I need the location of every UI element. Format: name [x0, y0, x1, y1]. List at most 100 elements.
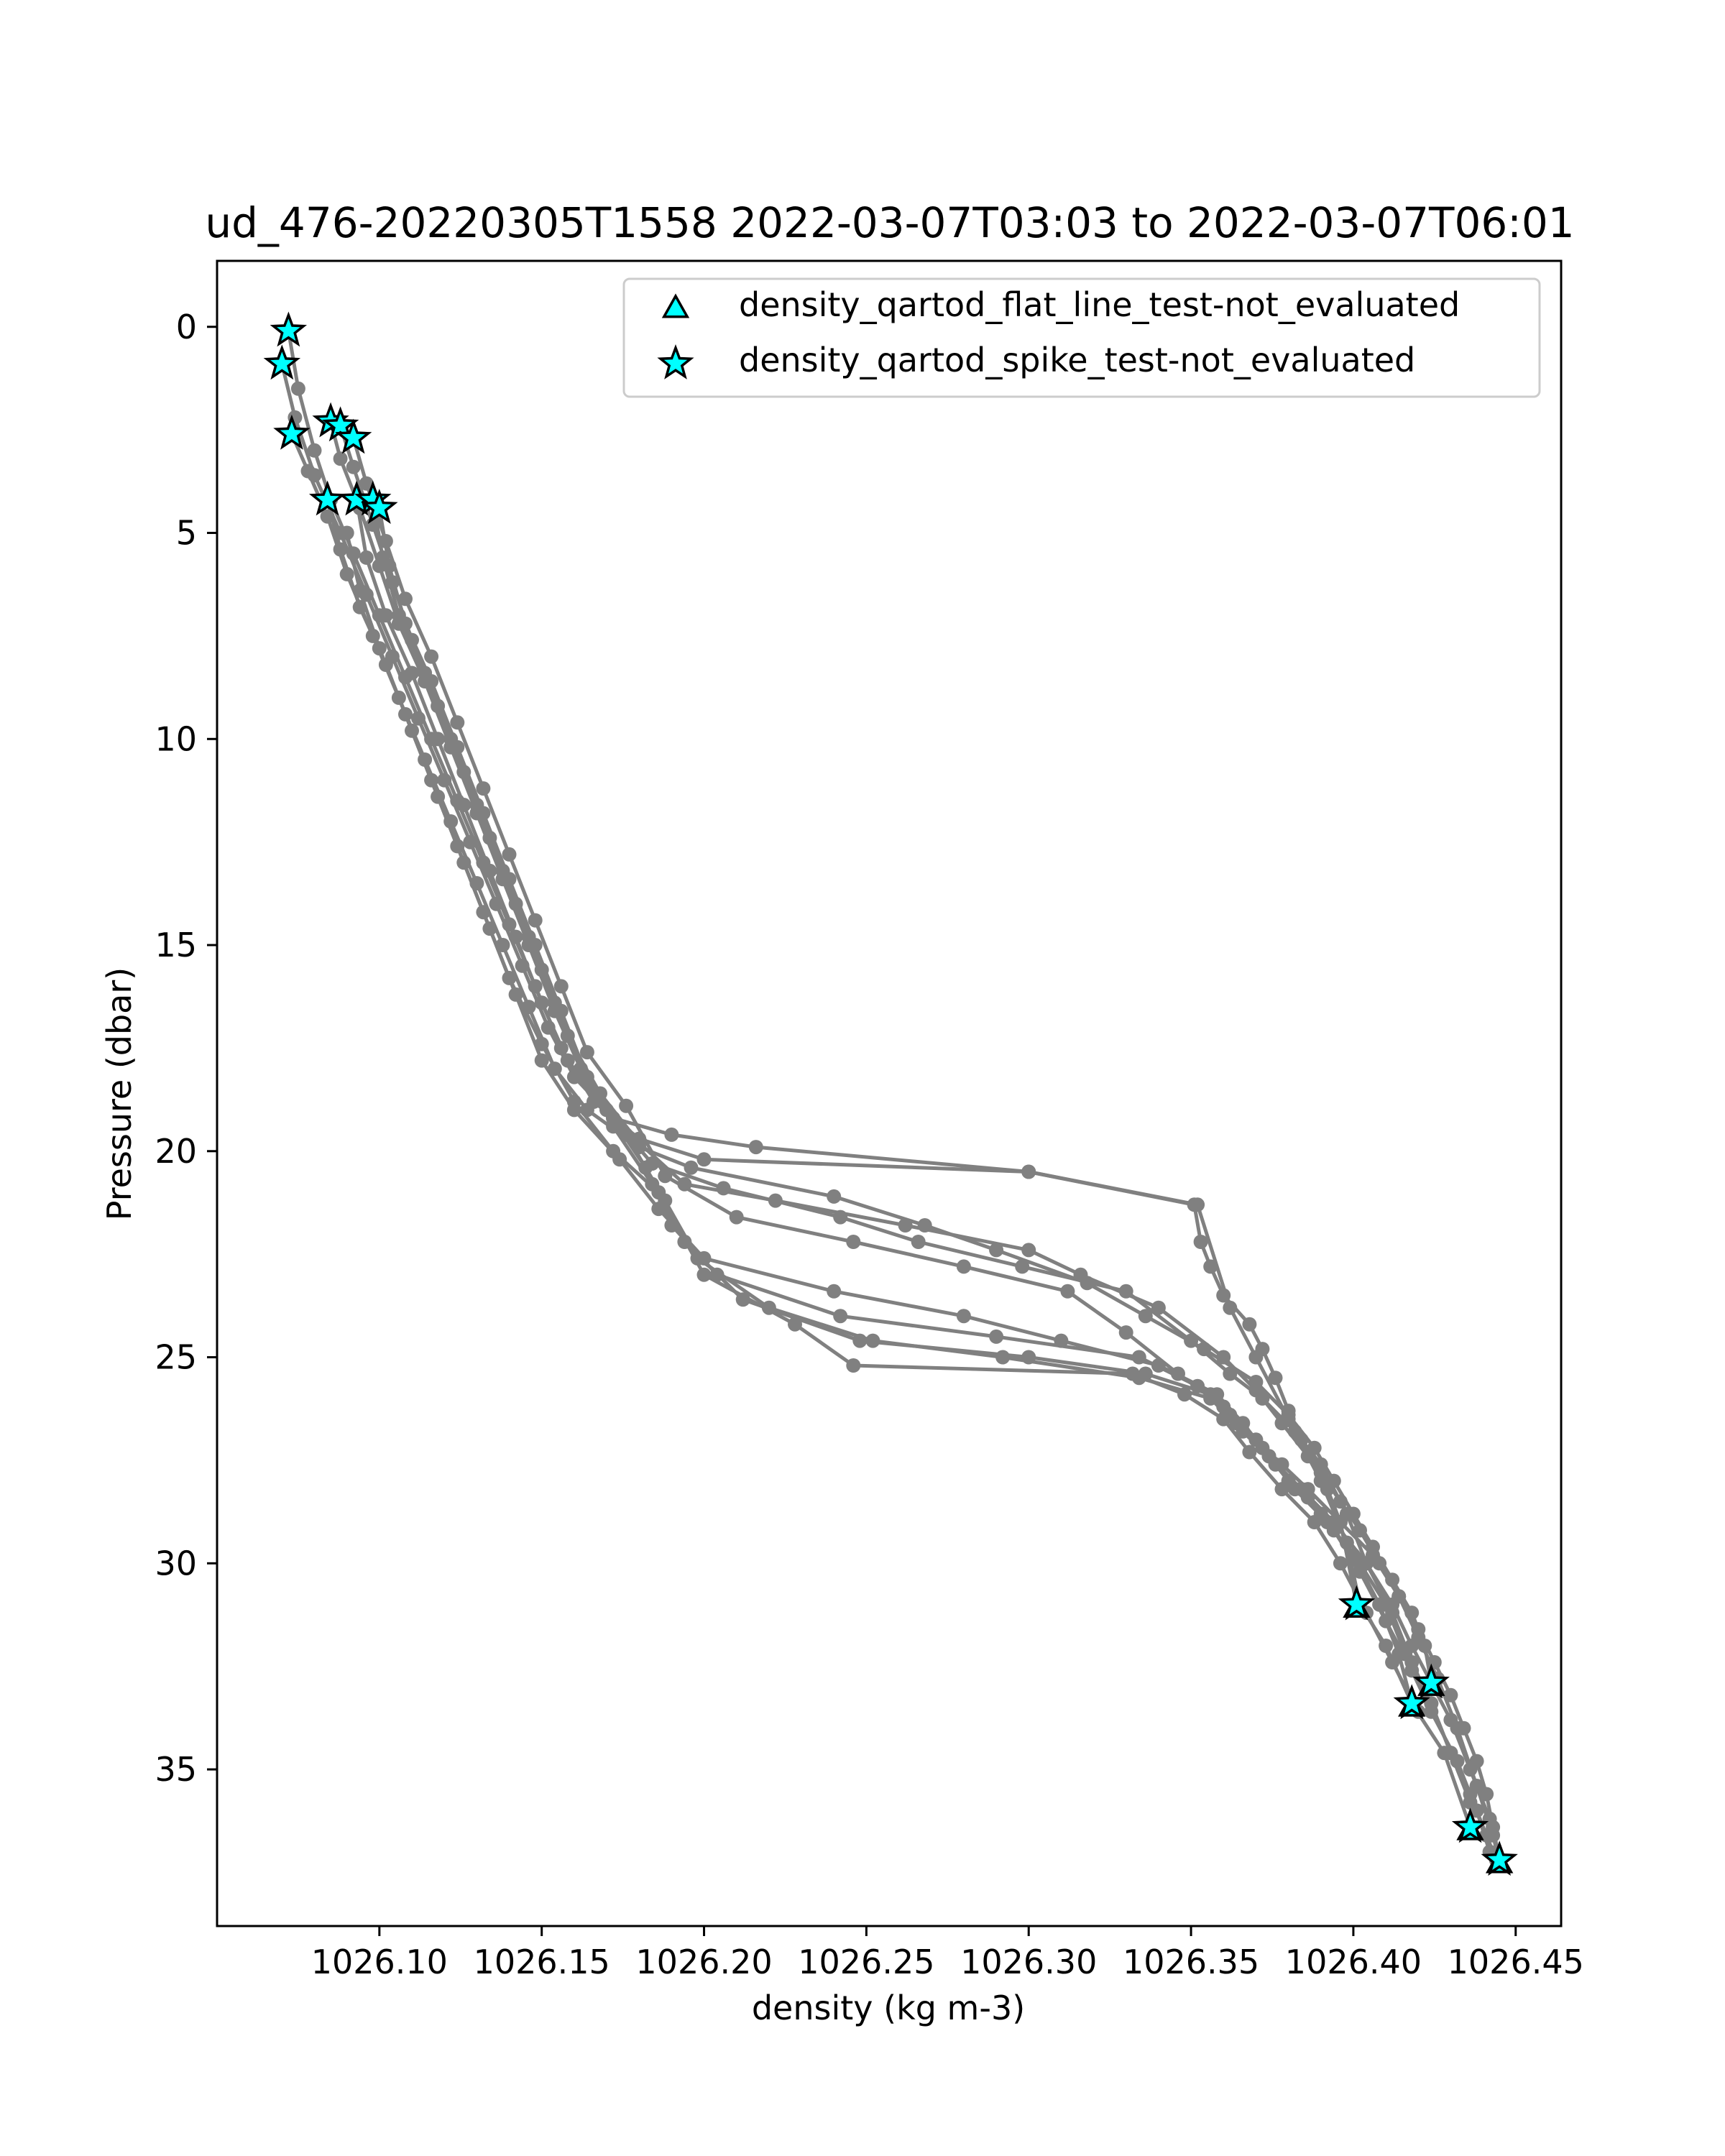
spike-flag-marker	[1451, 1807, 1489, 1843]
plot-frame	[216, 259, 1563, 1927]
profile-point	[956, 1259, 971, 1274]
profile-point	[619, 1127, 634, 1142]
y-tick-label: 25	[155, 1338, 197, 1377]
profile-point	[424, 674, 439, 688]
profile-point	[1151, 1300, 1166, 1315]
y-tick-label: 10	[155, 719, 197, 758]
profile-series-9	[365, 492, 1504, 1868]
profile-point	[508, 929, 523, 944]
y-tick-label: 35	[155, 1750, 197, 1789]
spike-flag-marker	[1412, 1663, 1450, 1699]
profile-point	[579, 1045, 594, 1060]
profile-point	[553, 1003, 569, 1018]
profile-line	[351, 437, 1495, 1836]
profile-point	[684, 1160, 699, 1175]
profile-series-6	[346, 430, 1501, 1843]
y-tick-label: 30	[155, 1544, 197, 1583]
spike-flag-marker	[361, 489, 398, 524]
profile-point	[606, 1143, 621, 1158]
profile-point	[1392, 1589, 1407, 1604]
profile-point	[290, 381, 305, 396]
profile-point	[534, 1053, 549, 1068]
profile-point	[1015, 1259, 1030, 1274]
y-tick-label: 0	[176, 308, 197, 346]
profile-point	[748, 1140, 763, 1155]
profile-point	[729, 1210, 744, 1225]
profile-series-5	[333, 418, 1364, 1612]
profile-point	[1177, 1387, 1192, 1402]
profile-line	[328, 421, 1501, 1865]
legend-label-flat-line: density_qartod_flat_line_test-not_evalua…	[739, 285, 1460, 324]
profile-point	[1131, 1350, 1146, 1365]
profile-point	[1404, 1663, 1420, 1678]
profile-point	[1379, 1613, 1394, 1628]
profile-point	[1248, 1350, 1264, 1365]
profile-point	[566, 1095, 581, 1109]
profile-point	[398, 616, 413, 631]
plot-area	[263, 311, 1518, 1876]
profile-point	[359, 476, 374, 491]
profile-series-4	[323, 414, 1507, 1871]
profile-point	[1138, 1309, 1153, 1324]
spike-flag-marker	[263, 344, 301, 380]
legend-triangle-marker	[661, 293, 690, 318]
profile-point	[450, 740, 465, 755]
profile-point	[995, 1350, 1011, 1365]
profile-series-10	[372, 501, 1497, 1859]
profile-point	[300, 464, 316, 479]
profile-point	[463, 834, 478, 849]
profile-point	[1326, 1523, 1341, 1538]
profile-point	[1242, 1317, 1257, 1332]
profile-point	[1320, 1482, 1335, 1497]
profile-point	[1118, 1325, 1133, 1340]
profile-point	[898, 1218, 913, 1233]
x-axis: 1026.10 1026.15 1026.20 1026.25 1026.30 1026.…	[311, 1926, 1584, 1981]
spike-flag-marker	[1481, 1841, 1518, 1876]
profile-point	[1379, 1597, 1394, 1612]
profile-point	[476, 905, 491, 920]
profile-point	[534, 1036, 549, 1051]
profile-point	[1190, 1197, 1205, 1212]
legend-label-spike: density_qartod_spike_test-not_evaluated	[739, 341, 1415, 379]
profile-point	[1424, 1704, 1439, 1719]
x-tick-label: 1026.45	[1448, 1943, 1584, 1981]
profile-point	[768, 1193, 783, 1208]
profile-point	[1274, 1416, 1289, 1431]
profile-point	[989, 1243, 1004, 1258]
profile-point	[1203, 1391, 1218, 1406]
profile-line	[286, 331, 1501, 1861]
profile-point	[534, 995, 549, 1010]
profile-point	[528, 913, 543, 928]
profile-point	[1021, 1243, 1036, 1258]
legend-star-shape	[657, 344, 694, 379]
profile-point	[651, 1185, 666, 1200]
x-tick-label: 1026.15	[474, 1943, 610, 1981]
profile-point	[553, 979, 569, 994]
chart-title: ud_476-20220305T1558 2022-03-07T03:03 to…	[205, 198, 1574, 247]
profile-point	[846, 1235, 861, 1249]
profile-point	[1021, 1164, 1036, 1179]
profile-point	[1353, 1564, 1367, 1579]
profile-line	[326, 499, 1472, 1803]
profile-point	[788, 1317, 802, 1332]
profile-point	[476, 806, 491, 821]
profile-point	[346, 459, 361, 474]
spike-flag-marker	[308, 480, 346, 516]
y-axis-label: Pressure (dbar)	[100, 967, 139, 1220]
profile-point	[502, 872, 517, 887]
profile-point	[827, 1189, 842, 1204]
profile-series-3	[284, 426, 1439, 1690]
x-axis-label: density (kg m-3)	[752, 1989, 1025, 2027]
profile-point	[502, 970, 517, 985]
profile-point	[1216, 1350, 1231, 1365]
profile-point	[865, 1333, 880, 1348]
profile-point	[1307, 1515, 1322, 1529]
profile-point	[1223, 1300, 1238, 1315]
profile-point	[450, 715, 465, 730]
spike-flag-marker	[270, 311, 308, 347]
profile-series-1	[281, 323, 1507, 1868]
profile-point	[1248, 1383, 1264, 1398]
profile-point	[846, 1358, 861, 1373]
profile-point	[456, 798, 472, 812]
